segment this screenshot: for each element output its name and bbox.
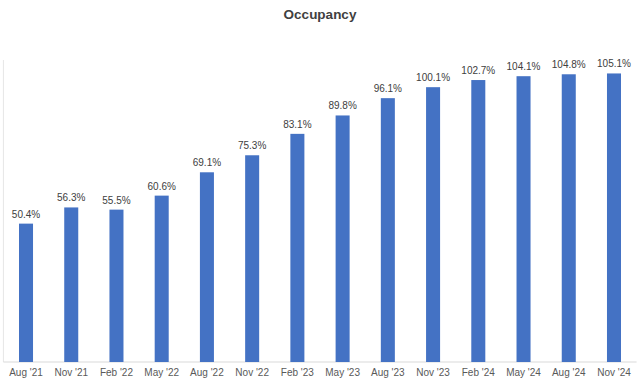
bar [290,134,304,362]
x-tick-label: Nov '22 [235,367,269,378]
data-label: 50.4% [12,209,40,220]
bar [562,74,576,362]
data-label: 55.5% [102,195,130,206]
data-label: 100.1% [416,72,450,83]
data-label: 83.1% [283,119,311,130]
bar [471,80,485,362]
bar [155,196,169,362]
chart-container: Occupancy 50.4% 56.3% 55.5% 60.6% 69.1% 75.3% 8… [0,0,640,387]
data-label: 56.3% [57,192,85,203]
bar [336,115,350,362]
bar [109,210,123,362]
x-tick-label: Aug '23 [371,367,405,378]
data-label: 105.1% [597,58,631,69]
x-tick-label: Nov '21 [54,367,88,378]
y-axis-line [3,60,4,362]
x-tick-label: May '22 [144,367,179,378]
data-label: 60.6% [148,181,176,192]
bars [19,73,621,362]
bar [426,87,440,362]
bar [200,172,214,362]
bar [64,207,78,362]
x-tick-label: Aug '24 [552,367,586,378]
data-label: 89.8% [328,100,356,111]
data-label: 96.1% [374,83,402,94]
bar [19,224,33,362]
data-label: 102.7% [461,65,495,76]
data-label: 104.1% [507,61,541,72]
x-tick-label: May '24 [506,367,541,378]
x-tick-label: Nov '23 [416,367,450,378]
x-tick-label: May '23 [325,367,360,378]
bar [607,73,621,362]
x-tick-label: Aug '21 [9,367,43,378]
data-label: 69.1% [193,157,221,168]
data-labels: 50.4% 56.3% 55.5% 60.6% 69.1% 75.3% 83.1% 89.8%… [12,58,631,219]
x-tick-label: Feb '22 [100,367,133,378]
background [0,0,640,387]
x-tick-label: Aug '22 [190,367,224,378]
chart-svg: Occupancy 50.4% 56.3% 55.5% 60.6% 69.1% 75.3% 8… [0,0,640,387]
bar [381,98,395,362]
chart-title: Occupancy [284,7,357,22]
x-tick-label: Feb '24 [462,367,495,378]
data-label: 75.3% [238,140,266,151]
x-tick-label: Nov '24 [597,367,631,378]
bar [245,155,259,362]
x-tick-labels: Aug '21 Nov '21 Feb '22 May '22 Aug '22 Nov '… [9,367,631,378]
x-tick-label: Feb '23 [281,367,314,378]
bar [517,76,531,362]
x-axis-line [3,362,636,363]
data-label: 104.8% [552,59,586,70]
